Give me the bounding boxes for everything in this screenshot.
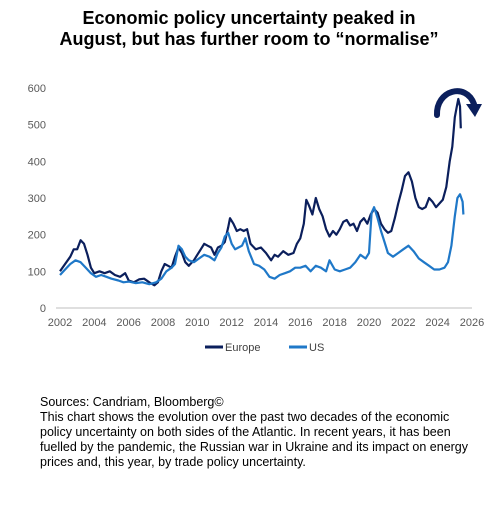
x-tick-label: 2012 xyxy=(219,317,243,329)
description-text: This chart shows the evolution over the … xyxy=(40,410,469,469)
x-tick-label: 2016 xyxy=(288,317,312,329)
chart-title-line-2: August, but has further room to “normali… xyxy=(59,29,439,49)
x-tick-label: 2004 xyxy=(82,317,106,329)
series-lines xyxy=(59,97,465,287)
x-tick-label: 2002 xyxy=(48,317,72,329)
chart-notes: Sources: Candriam, Bloomberg© This chart… xyxy=(40,395,480,470)
y-tick-label: 0 xyxy=(40,303,46,315)
y-tick-label: 200 xyxy=(28,230,46,242)
chart-title: Economic policy uncertainty peaked in Au… xyxy=(0,8,498,50)
sources-text: Sources: Candriam, Bloomberg© xyxy=(40,395,224,409)
legend-label-europe: Europe xyxy=(225,342,260,354)
y-tick-label: 100 xyxy=(28,266,46,278)
x-tick-label: 2024 xyxy=(425,317,449,329)
y-tick-label: 500 xyxy=(28,120,46,132)
x-axis: 2002 2004 2006 2008 2010 2012 2014 2016 2018 2020… xyxy=(48,307,484,329)
x-tick-label: 2008 xyxy=(151,317,175,329)
y-tick-label: 600 xyxy=(28,83,46,95)
x-tick-label: 2010 xyxy=(185,317,209,329)
y-tick-label: 300 xyxy=(28,193,46,205)
curved-arrow-down-right-icon xyxy=(433,88,482,118)
legend: Europe US xyxy=(205,342,324,354)
x-tick-label: 2018 xyxy=(322,317,346,329)
x-tick-label: 2020 xyxy=(357,317,381,329)
line-chart: 0 100 200 300 400 500 600 2002 2004 2006 2008 2010… xyxy=(28,83,485,354)
x-tick-label: 2026 xyxy=(460,317,484,329)
x-tick-label: 2006 xyxy=(116,317,140,329)
x-tick-label: 2022 xyxy=(391,317,415,329)
legend-label-us: US xyxy=(309,342,324,354)
y-axis-tick-labels: 0 100 200 300 400 500 600 xyxy=(28,83,46,315)
series-line-europe xyxy=(59,97,462,287)
chart-title-line-1: Economic policy uncertainty peaked in xyxy=(82,8,416,28)
y-tick-label: 400 xyxy=(28,156,46,168)
series-line-us xyxy=(59,193,465,286)
x-tick-label: 2014 xyxy=(254,317,278,329)
